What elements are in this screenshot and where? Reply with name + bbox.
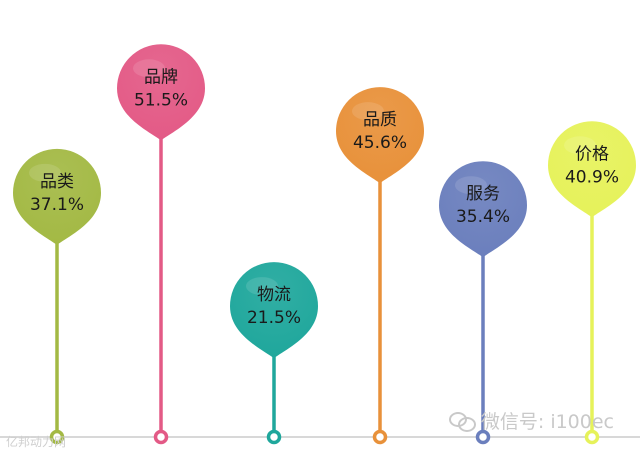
pin-head-3 bbox=[336, 87, 424, 184]
base-ring-0 bbox=[49, 429, 65, 445]
base-ring-4 bbox=[475, 429, 491, 445]
watermark-logo: 亿邦动力网 bbox=[6, 433, 66, 450]
category-label-1: 品牌 bbox=[144, 67, 178, 87]
base-ring-2 bbox=[266, 429, 282, 445]
category-label-2: 物流 bbox=[257, 285, 291, 305]
value-label-3: 45.6% bbox=[353, 133, 407, 153]
category-label-4: 服务 bbox=[466, 184, 500, 204]
watermark-logo-text: 亿邦动力网 bbox=[6, 435, 67, 449]
pin-highlight-0 bbox=[29, 163, 61, 182]
value-label-2: 21.5% bbox=[247, 308, 301, 328]
category-label-0: 品类 bbox=[40, 172, 74, 192]
watermark-wechat-text: 微信号: i100ec bbox=[480, 411, 614, 433]
base-ring-3 bbox=[372, 429, 388, 445]
wechat-icon bbox=[448, 411, 476, 432]
pin-highlight-5 bbox=[564, 136, 596, 155]
pin-head-0 bbox=[13, 148, 101, 245]
pin-head-2 bbox=[230, 262, 318, 359]
pin-highlight-2 bbox=[246, 277, 278, 296]
category-label-3: 品质 bbox=[363, 110, 397, 130]
value-label-1: 51.5% bbox=[134, 90, 188, 110]
base-ring-1 bbox=[153, 429, 169, 445]
base-ring-5 bbox=[584, 429, 600, 445]
pin-highlight-3 bbox=[352, 102, 384, 121]
pin-head-5 bbox=[548, 121, 636, 218]
pin-head-4 bbox=[439, 161, 527, 258]
category-label-5: 价格 bbox=[575, 144, 609, 164]
value-label-5: 40.9% bbox=[565, 167, 619, 187]
value-label-4: 35.4% bbox=[456, 207, 510, 227]
pin-highlight-4 bbox=[455, 176, 487, 195]
pin-head-1 bbox=[117, 44, 205, 141]
value-label-0: 37.1% bbox=[30, 195, 84, 215]
pin-highlight-1 bbox=[133, 59, 165, 78]
watermark-wechat: 微信号: i100ec bbox=[448, 407, 614, 434]
